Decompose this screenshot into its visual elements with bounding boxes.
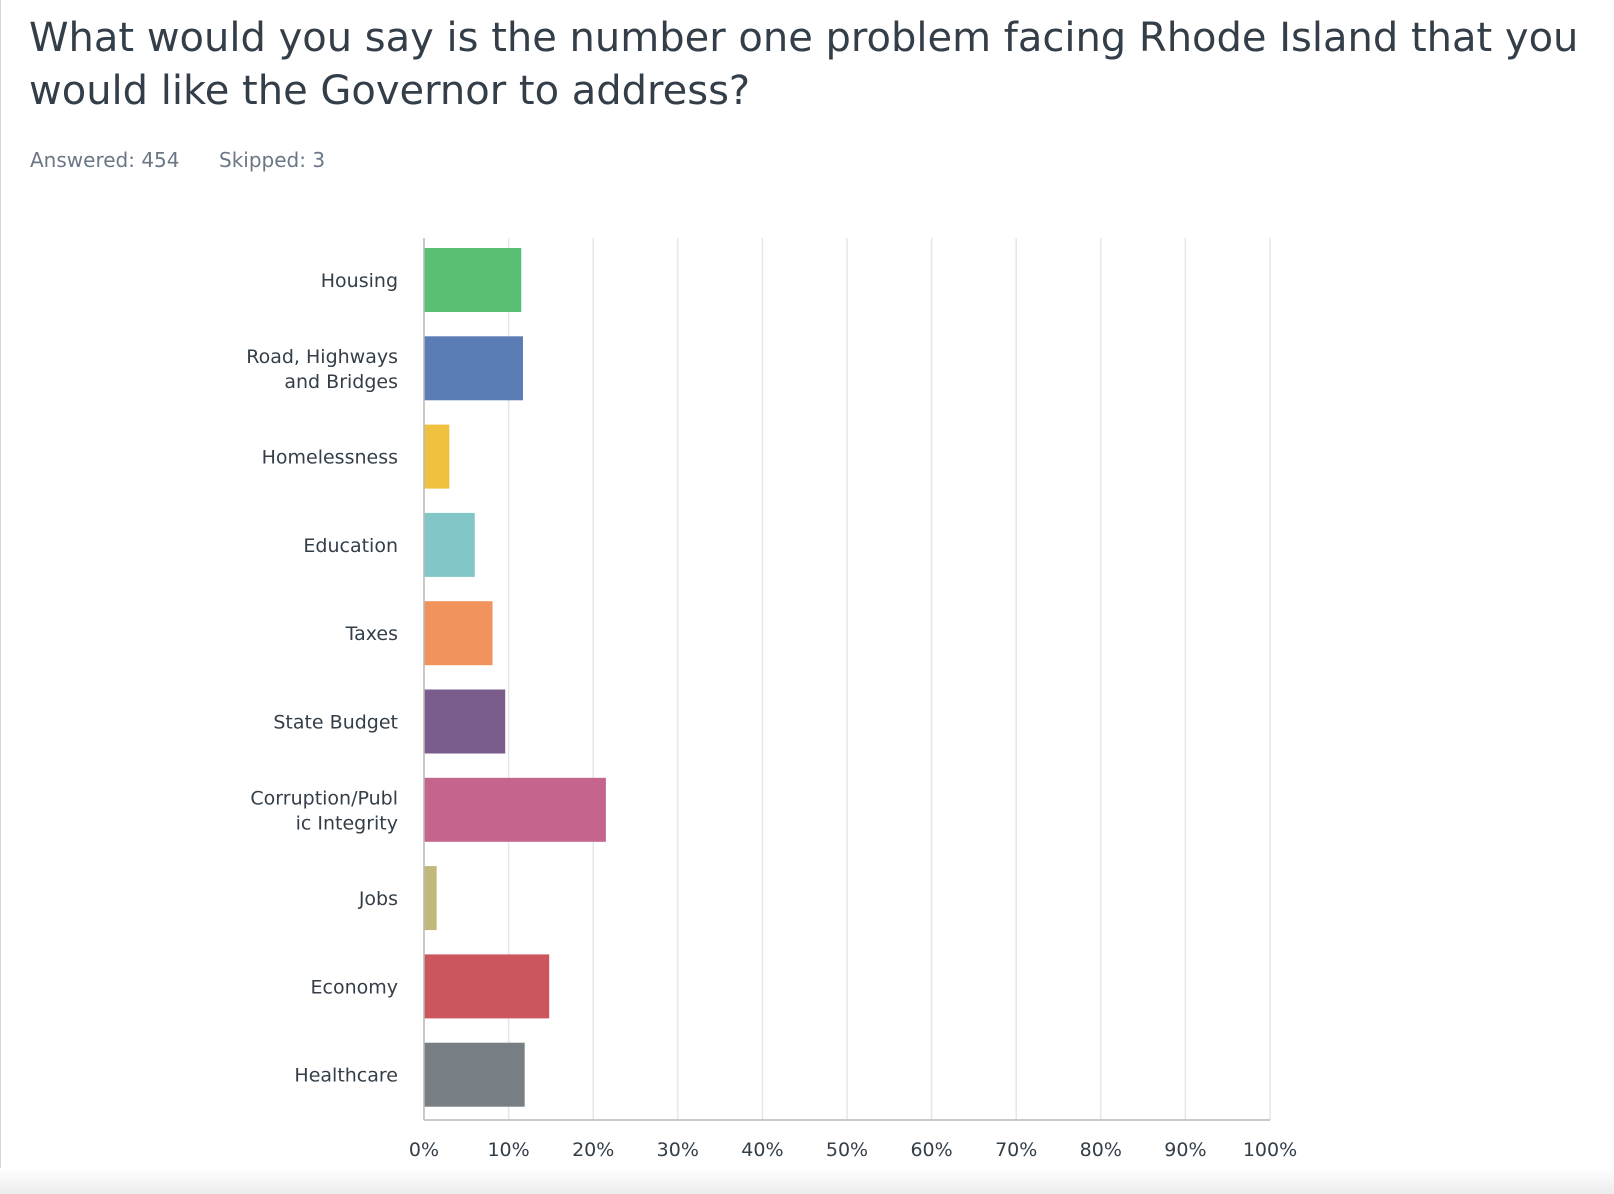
x-tick-label: 0% bbox=[409, 1139, 439, 1161]
category-label: Jobs bbox=[358, 888, 398, 910]
category-label: Road, Highways and Bridges bbox=[246, 346, 398, 393]
bar bbox=[424, 689, 506, 754]
bar bbox=[424, 777, 606, 842]
category-label: Housing bbox=[321, 270, 398, 292]
x-tick-label: 50% bbox=[826, 1139, 868, 1161]
bar bbox=[424, 866, 437, 931]
question-title-line-1: What would you say is the number one pro… bbox=[29, 15, 1579, 61]
category-label: Healthcare bbox=[294, 1065, 398, 1087]
gridlines bbox=[507, 238, 1271, 1120]
x-tick-label: 100% bbox=[1243, 1139, 1297, 1161]
bar bbox=[424, 248, 522, 312]
x-tick-label: 80% bbox=[1080, 1139, 1122, 1161]
axes bbox=[423, 238, 1270, 1121]
x-tick-label: 30% bbox=[657, 1139, 699, 1161]
category-label: Education bbox=[303, 535, 398, 557]
bars bbox=[424, 248, 606, 1107]
category-labels: Housing Road, Highways and Bridges Homeless… bbox=[246, 270, 398, 1087]
x-tick-label: 10% bbox=[487, 1139, 529, 1161]
category-label: Taxes bbox=[345, 623, 398, 645]
bar bbox=[424, 954, 550, 1019]
question-title: What would you say is the number one pro… bbox=[29, 12, 1589, 118]
x-tick-label: 20% bbox=[572, 1139, 614, 1161]
category-label: State Budget bbox=[273, 712, 398, 734]
category-label: Corruption/Publ ic Integrity bbox=[250, 787, 398, 834]
bar bbox=[424, 601, 493, 666]
x-tick-label: 40% bbox=[741, 1139, 783, 1161]
bar bbox=[424, 1042, 525, 1107]
answered-count: Answered: 454 bbox=[30, 148, 180, 172]
bar bbox=[424, 336, 523, 401]
x-tick-labels: 0% 10% 20% 30% 40% 50% 60% 70% 80% 90% 100% bbox=[409, 1139, 1297, 1161]
category-label: Homelessness bbox=[262, 447, 398, 469]
skipped-count: Skipped: 3 bbox=[219, 148, 326, 172]
x-tick-label: 70% bbox=[995, 1139, 1037, 1161]
question-title-line-2: would like the Governor to address? bbox=[29, 68, 751, 114]
bar bbox=[424, 424, 450, 489]
bar bbox=[424, 512, 475, 577]
x-tick-label: 90% bbox=[1164, 1139, 1206, 1161]
footer-shade bbox=[0, 1168, 1614, 1194]
category-label: Economy bbox=[311, 976, 399, 998]
x-tick-label: 60% bbox=[910, 1139, 952, 1161]
